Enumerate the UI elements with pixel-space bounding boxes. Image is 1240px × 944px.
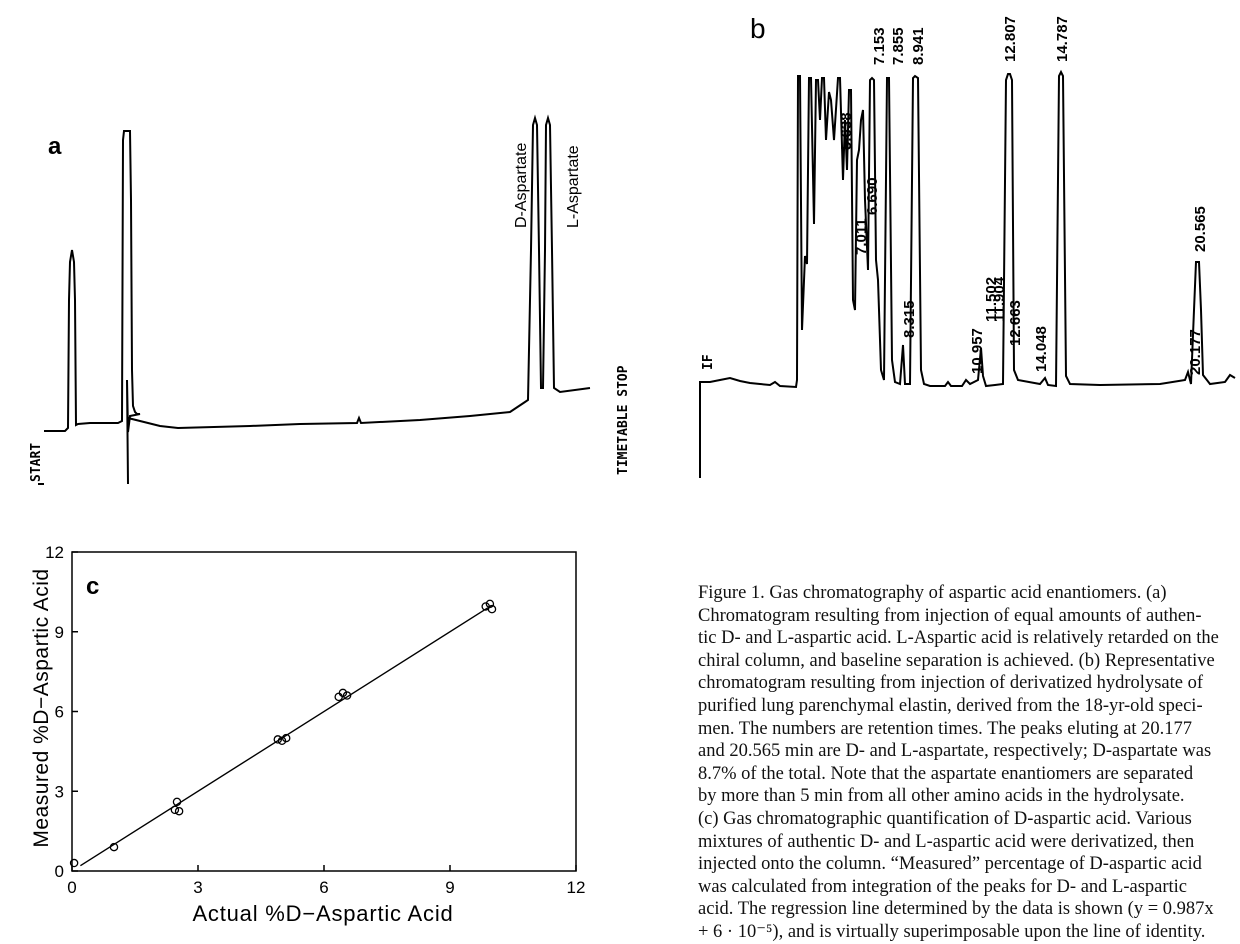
caption-line: purified lung parenchymal elastin, deriv…	[698, 695, 1238, 718]
retention-label: 7.153	[871, 27, 888, 65]
retention-label: 8.315	[901, 300, 918, 338]
regression-line	[80, 608, 487, 866]
x-tick-label: 12	[567, 878, 586, 897]
x-tick-label: 3	[193, 878, 202, 897]
y-tick-label: 6	[55, 703, 64, 722]
data-point	[335, 693, 342, 700]
x-tick-label: 0	[67, 878, 76, 897]
y-tick-label: 12	[45, 543, 64, 562]
caption-line: acid. The regression line determined by …	[698, 898, 1238, 921]
caption-line: by more than 5 min from all other amino …	[698, 785, 1238, 808]
x-tick-label: 6	[319, 878, 328, 897]
caption-line: chromatogram resulting from injection of…	[698, 672, 1238, 695]
caption-line: and 20.565 min are D- and L-aspartate, r…	[698, 740, 1238, 763]
y-tick-label: 0	[55, 862, 64, 881]
panel-c-letter: c	[86, 573, 99, 600]
chromatogram-a-trace	[44, 118, 590, 484]
y-tick-label: 9	[55, 623, 64, 642]
x-tick-label: 9	[445, 878, 454, 897]
retention-label: 14.048	[1033, 326, 1050, 372]
retention-label: 7.011	[853, 218, 870, 255]
retention-time-labels: 5.638 6.690 7.011 7.153 7.855 8.315 8.94…	[838, 16, 1209, 375]
start-label: START	[29, 443, 44, 482]
retention-label: 7.855	[890, 27, 907, 65]
peak-label-l-aspartate: L-Aspartate	[565, 145, 582, 228]
if-label: IF	[701, 354, 716, 370]
retention-label: 20.565	[1192, 206, 1209, 252]
caption-line: (c) Gas chromatographic quantification o…	[698, 808, 1238, 831]
panel-b-letter: b	[750, 13, 766, 44]
chromatogram-b-trace	[700, 72, 1235, 478]
caption-line: Chromatogram resulting from injection of…	[698, 605, 1238, 628]
caption-line: injected onto the column. “Measured” per…	[698, 853, 1238, 876]
retention-label: 14.787	[1054, 16, 1071, 62]
retention-label: 20.177	[1187, 329, 1204, 375]
caption-line: + 6 · 10⁻⁵), and is virtually superimpos…	[698, 921, 1238, 944]
chromatogram-panel-b: b TIMETABLE STOP IF 5.638 6.690 7.011 7.…	[600, 0, 1240, 490]
data-point	[176, 808, 183, 815]
panel-a-letter: a	[48, 133, 62, 160]
timetable-stop-label: TIMETABLE STOP	[616, 365, 631, 475]
y-axis-label: Measured %D−Aspartic Acid	[30, 568, 53, 847]
caption-line: chiral column, and baseline separation i…	[698, 650, 1238, 673]
caption-line: mixtures of authentic D- and L-aspartic …	[698, 831, 1238, 854]
calibration-scatter-chart: 0 3 6 9 12 0 3 6 9 12 c Measured %D−Aspartic Acid…	[0, 498, 600, 928]
retention-label: 10.957	[969, 328, 986, 374]
chromatogram-panel-a: a START D-Aspartate L-Aspartate	[0, 0, 600, 490]
peak-label-d-aspartate: D-Aspartate	[513, 143, 530, 228]
caption-line: men. The numbers are retention times. Th…	[698, 718, 1238, 741]
retention-label: 6.690	[864, 177, 881, 215]
x-axis-label: Actual %D−Aspartic Acid	[192, 901, 453, 926]
plot-area: 0 3 6 9 12 0 3 6 9 12	[45, 543, 585, 897]
caption-line: was calculated from integration of the p…	[698, 876, 1238, 899]
retention-label: 8.941	[910, 27, 927, 65]
figure-caption: Figure 1. Gas chromatography of aspartic…	[698, 582, 1238, 944]
retention-label: 5.638	[838, 112, 855, 150]
retention-label: 12.663	[1007, 300, 1024, 346]
caption-line: tic D- and L-aspartic acid. L-Aspartic a…	[698, 627, 1238, 650]
caption-line: Figure 1. Gas chromatography of aspartic…	[698, 582, 1238, 605]
y-tick-label: 3	[55, 782, 64, 801]
caption-line: 8.7% of the total. Note that the asparta…	[698, 763, 1238, 786]
retention-label: 12.807	[1002, 16, 1019, 62]
retention-label: 11.904	[991, 276, 1008, 322]
